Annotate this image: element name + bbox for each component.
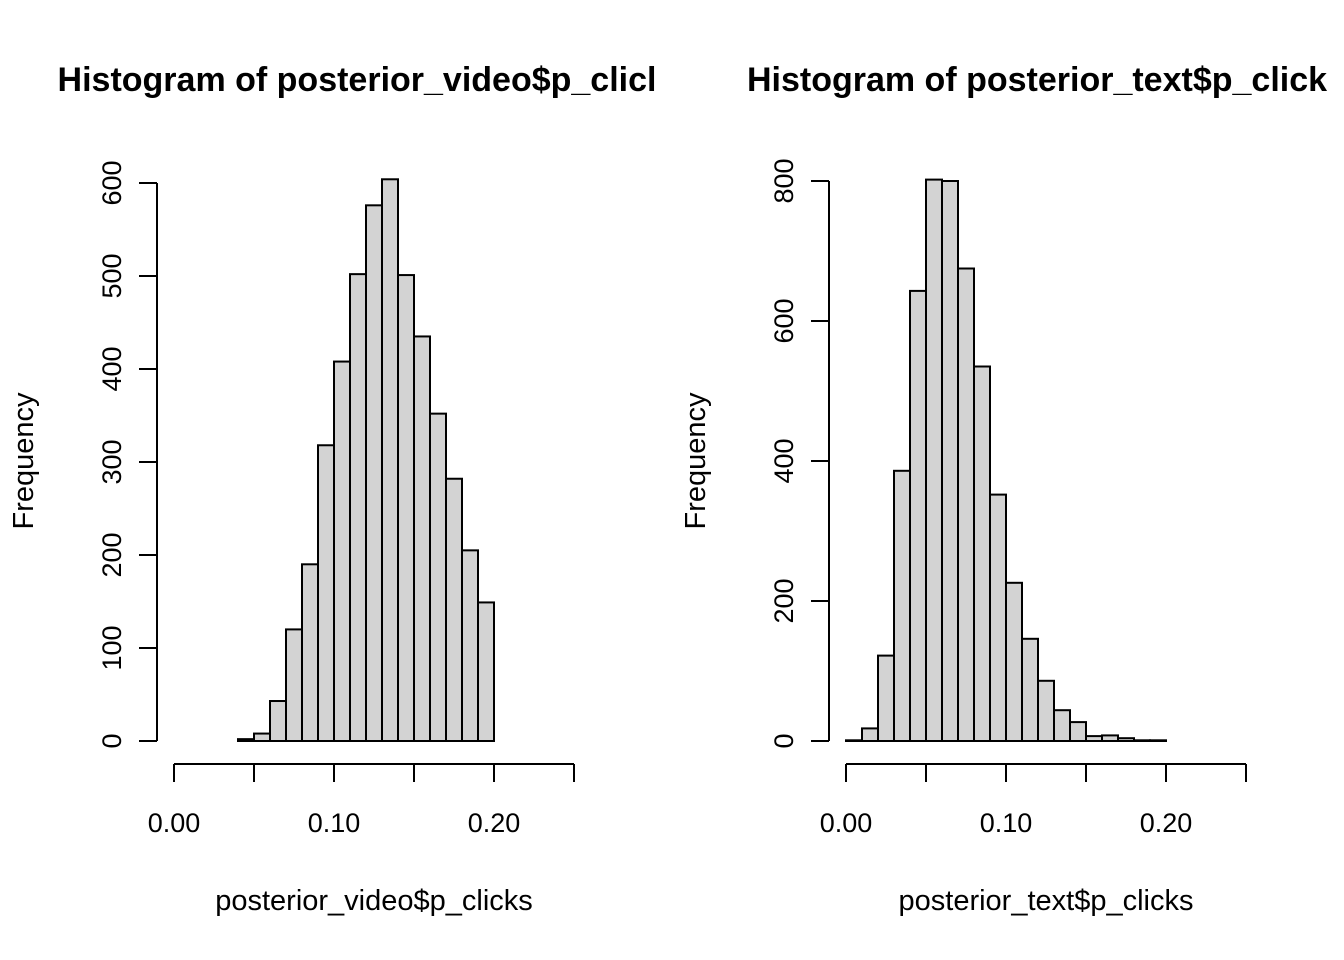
histogram-bar: [461, 549, 479, 742]
histogram-panel-text: Histogram of posterior_text$p_click post…: [680, 61, 1327, 917]
histogram-bar: [1117, 737, 1135, 743]
histogram-bar: [317, 444, 335, 742]
y-tick-label: 800: [769, 158, 799, 203]
histogram-bar: [941, 180, 959, 742]
histogram-bar: [1101, 734, 1119, 743]
histogram-bar: [429, 412, 447, 742]
y-tick-label: 200: [769, 578, 799, 623]
chart-title-video: Histogram of posterior_video$p_clicl: [58, 61, 657, 99]
histogram-bar: [237, 738, 255, 743]
histogram-bar: [893, 469, 911, 742]
histogram-bar: [989, 493, 1007, 742]
histogram-bar: [973, 365, 991, 742]
histogram-bar: [909, 289, 927, 742]
y-tick-label: 400: [769, 438, 799, 483]
y-tick-label: 400: [97, 346, 127, 391]
histogram-bar: [269, 700, 287, 743]
x-axis-text: 0.00 0.10 0.20: [820, 763, 1247, 838]
y-tick-label: 100: [97, 625, 127, 670]
x-tick-label: 0.20: [1140, 808, 1193, 838]
y-tick-label: 300: [97, 439, 127, 484]
x-tick-label: 0.00: [820, 808, 873, 838]
histogram-bar: [285, 628, 303, 743]
histogram-bar: [1037, 679, 1055, 742]
histogram-bar: [1021, 637, 1039, 742]
histogram-bar: [957, 267, 975, 742]
histogram-bar: [1133, 739, 1151, 742]
y-tick-label: 600: [97, 160, 127, 205]
histogram-bar: [445, 477, 463, 742]
histogram-bar: [333, 360, 351, 742]
histogram-bar: [925, 178, 943, 743]
histogram-bar: [365, 204, 383, 742]
x-tick-label: 0.00: [148, 808, 201, 838]
y-tick-label: 0: [97, 733, 127, 748]
histogram-bar: [301, 563, 319, 742]
histogram-bar: [477, 601, 495, 742]
histogram-bar: [845, 739, 863, 742]
histogram-bar: [349, 273, 367, 742]
histogram-bar: [413, 335, 431, 742]
x-tick-label: 0.20: [468, 808, 521, 838]
histogram-bar: [381, 178, 399, 742]
histogram-bar: [1085, 735, 1103, 742]
histogram-bar: [861, 727, 879, 743]
histogram-bar: [1149, 739, 1167, 742]
histogram-bar: [253, 732, 271, 742]
bars-video: [237, 178, 495, 743]
y-tick-label: 600: [769, 298, 799, 343]
y-axis-label-text: Frequency: [680, 392, 712, 530]
x-axis-video: 0.00 0.10 0.20: [148, 763, 575, 838]
y-axis-video: 0 100 200 300 400 500 600: [97, 160, 158, 749]
histogram-bar: [1005, 581, 1023, 742]
x-tick-label: 0.10: [308, 808, 361, 838]
y-tick-label: 0: [769, 733, 799, 748]
x-tick-label: 0.10: [980, 808, 1033, 838]
histogram-bar: [1069, 721, 1087, 742]
y-tick-label: 500: [97, 253, 127, 298]
histogram-bar: [877, 654, 895, 742]
y-axis-label-video: Frequency: [8, 392, 40, 530]
y-tick-label: 200: [97, 532, 127, 577]
x-axis-label-video: posterior_video$p_clicks: [215, 885, 533, 917]
histogram-panel-video: Histogram of posterior_video$p_clicl pos…: [8, 61, 656, 917]
histogram-bar: [397, 274, 415, 742]
histogram-bar: [1053, 709, 1071, 743]
chart-title-text: Histogram of posterior_text$p_click: [747, 61, 1327, 99]
y-axis-text: 0 200 400 600 800: [769, 158, 830, 749]
bars-text: [845, 178, 1167, 743]
x-axis-label-text: posterior_text$p_clicks: [899, 885, 1194, 917]
